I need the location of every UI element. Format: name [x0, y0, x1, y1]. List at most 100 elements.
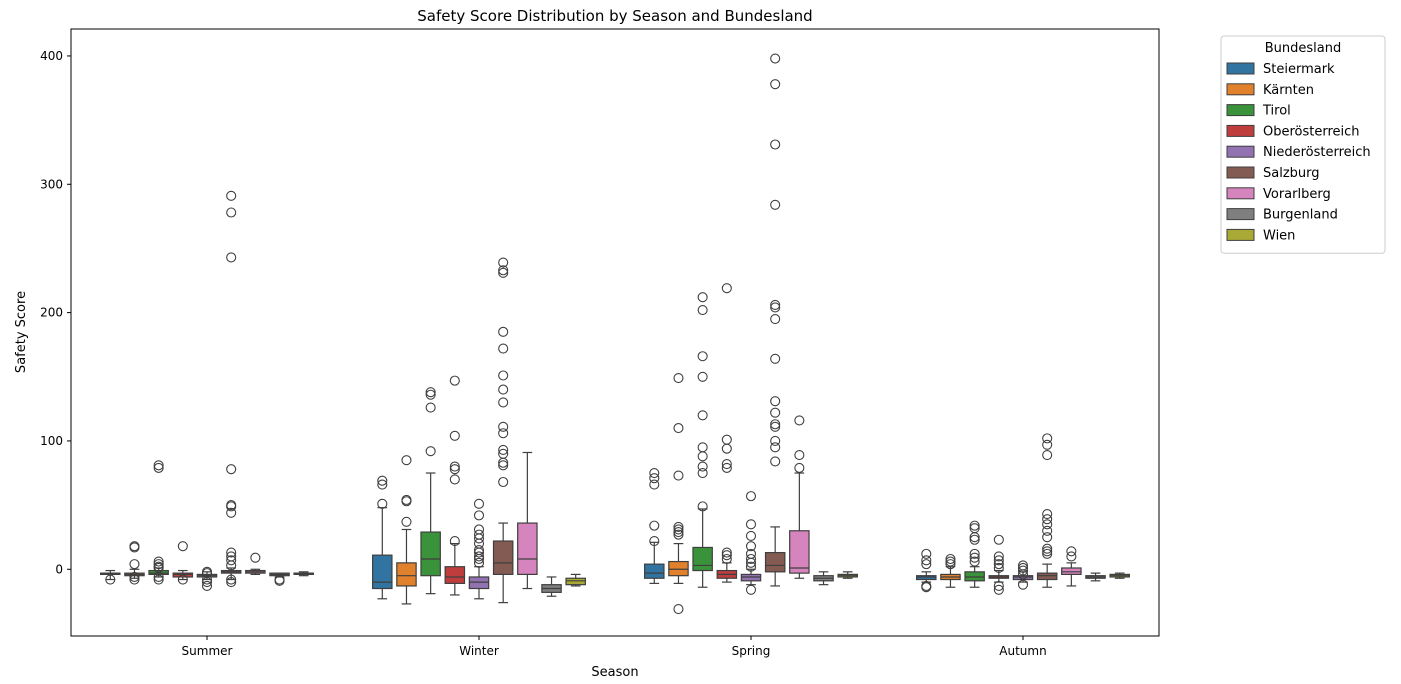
outlier-point [498, 460, 509, 471]
outlier-point [425, 387, 436, 398]
outlier-point [721, 550, 732, 561]
outlier-point [969, 523, 980, 534]
outlier-point [153, 462, 164, 473]
outlier-point [449, 535, 460, 547]
outlier-point [377, 498, 388, 509]
outlier-point [745, 553, 757, 565]
box-group [468, 498, 490, 600]
box-group [269, 572, 290, 586]
box-group [964, 520, 985, 588]
legend-entry: Salzburg [1263, 166, 1320, 181]
outlier-point [770, 299, 781, 310]
outlier-point [153, 559, 164, 570]
outlier-point [673, 521, 684, 532]
outlier-point [498, 397, 509, 408]
outlier-point [1066, 546, 1077, 557]
box [1036, 572, 1058, 581]
outlier-point [177, 574, 188, 585]
box-group [541, 576, 562, 597]
box [644, 563, 665, 579]
outlier-point [473, 544, 485, 556]
box-group [220, 190, 242, 588]
box-group [1085, 572, 1106, 582]
outlier-point [993, 534, 1004, 545]
outlier-point [226, 555, 237, 566]
outlier-point [697, 304, 708, 316]
outlier-point [226, 577, 237, 588]
outlier-point [721, 553, 732, 565]
outlier-point [993, 562, 1004, 574]
outlier-point [498, 265, 509, 276]
outlier-point [770, 419, 781, 430]
outlier-point [226, 207, 237, 218]
outlier-point [498, 326, 509, 337]
outlier-point [1066, 551, 1077, 562]
outlier-point [1042, 532, 1053, 543]
box-group [148, 460, 169, 585]
outlier-point [770, 53, 781, 64]
outlier-point [498, 428, 509, 439]
box [565, 577, 586, 586]
box-group [716, 283, 738, 583]
box-group [124, 541, 145, 585]
box-group [916, 548, 937, 593]
box-group [517, 451, 538, 590]
x-tick-label: Autumn [999, 644, 1046, 658]
outlier-point [794, 415, 805, 426]
outlier-point [201, 580, 213, 592]
outlier-point [673, 373, 684, 384]
outlier-point [1017, 562, 1029, 574]
box [1061, 567, 1082, 576]
outlier-point [921, 559, 932, 570]
outlier-point [770, 456, 781, 467]
outlier-point [401, 516, 412, 527]
outlier-point [721, 458, 732, 470]
legend-title: Bundesland [1265, 41, 1342, 56]
y-axis-label: Safety Score [14, 291, 29, 373]
outlier-point [770, 442, 781, 453]
box-group [668, 373, 689, 615]
outlier-point [274, 574, 285, 585]
box-group [764, 53, 786, 587]
outlier-point [697, 467, 708, 479]
outlier-point [473, 538, 485, 549]
box [492, 540, 514, 576]
outlier-point [921, 555, 932, 566]
outlier-point [745, 561, 757, 572]
outlier-point [1042, 433, 1053, 444]
outlier-point [745, 584, 757, 595]
outlier-point [969, 534, 980, 545]
box-group [1012, 560, 1034, 590]
outlier-point [697, 442, 708, 453]
box-group [740, 491, 762, 595]
box [964, 571, 985, 582]
box-group [100, 569, 121, 585]
outlier-point [770, 421, 781, 432]
legend-swatch [1226, 62, 1255, 75]
box-group [245, 552, 266, 576]
outlier-point [649, 520, 660, 531]
box-group [565, 573, 586, 587]
outlier-point [673, 423, 684, 434]
outlier-point [473, 498, 485, 509]
box-group [644, 467, 665, 584]
box-group [420, 387, 441, 595]
box [740, 573, 762, 582]
box-group [1061, 546, 1082, 587]
outlier-point [498, 444, 509, 455]
outlier-point [201, 574, 213, 585]
legend-swatch [1226, 166, 1255, 179]
legend-swatch [1226, 124, 1255, 137]
box [420, 531, 441, 577]
outlier-point [745, 519, 757, 530]
outlier-point [697, 501, 708, 512]
outlier-point [377, 479, 388, 490]
outlier-point [721, 443, 732, 454]
outlier-point [401, 494, 412, 506]
outlier-point [498, 448, 509, 459]
outlier-point [129, 574, 140, 585]
box-group [1109, 572, 1130, 579]
outlier-point [498, 384, 509, 395]
outlier-point [770, 396, 781, 407]
box [372, 554, 393, 590]
